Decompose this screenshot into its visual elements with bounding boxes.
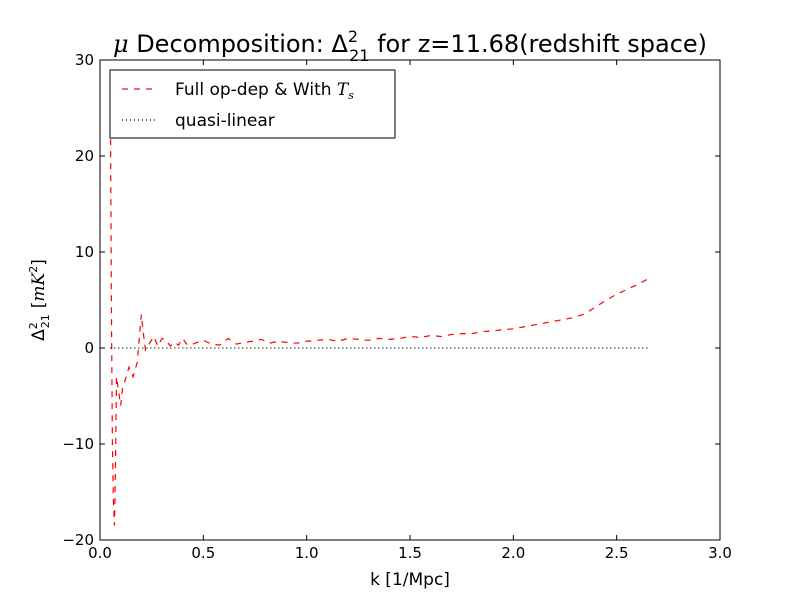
legend: Full op-dep & With Ts quasi-linear <box>109 69 396 139</box>
x-tick-label: 0.0 <box>88 544 112 562</box>
y-tick-label: 0 <box>84 339 94 357</box>
series-line-full-op-dep <box>109 79 651 526</box>
legend-full-math: T <box>337 80 350 100</box>
x-tick-label: 1.5 <box>398 544 422 562</box>
title-sup: 2 <box>348 27 358 46</box>
y-axis-label: Δ221[mK2] <box>27 259 52 341</box>
ylabel-close: ] <box>29 259 49 266</box>
x-axis-label: k [1/Mpc] <box>370 570 450 590</box>
legend-label-full: Full op-dep & With Ts <box>175 80 354 102</box>
legend-full-math-sub: s <box>348 89 354 102</box>
title-main: Decomposition: <box>129 30 332 58</box>
ylabel-unit-sup: 2 <box>27 266 40 273</box>
x-tick-label: 0.5 <box>191 544 215 562</box>
ylabel-delta: Δ <box>29 329 49 341</box>
x-tick-label: 2.0 <box>501 544 525 562</box>
ylabel-open: [ <box>29 302 49 309</box>
x-tick-label: 2.5 <box>605 544 629 562</box>
y-tick-label: 10 <box>75 243 94 261</box>
series-layer <box>109 79 651 526</box>
plot-frame <box>99 59 721 541</box>
chart-title: μ Decomposition: Δ2 21 for z=11.68(redshi… <box>113 27 707 65</box>
y-tick-label: 30 <box>75 51 94 69</box>
legend-label-quasi: quasi-linear <box>175 111 275 131</box>
ylabel-unit: mK <box>29 271 49 301</box>
legend-full-main: Full op-dep & With <box>175 80 337 100</box>
ylabel-sub: 21 <box>39 314 52 328</box>
title-delta: Δ <box>331 30 348 58</box>
y-tick-label: −20 <box>62 531 94 549</box>
title-prefix: μ <box>113 30 129 58</box>
x-tick-label: 3.0 <box>708 544 732 562</box>
y-tick-label: −10 <box>62 435 94 453</box>
x-tick-label: 1.0 <box>295 544 319 562</box>
ticks-layer: 0.0 0.5 1.0 1.5 2.0 2.5 3.0 −20 −10 0 10 20 30 <box>62 51 732 562</box>
ylabel-sup: 2 <box>27 322 40 329</box>
title-sub: 21 <box>349 46 369 65</box>
svg-text:Δ221[mK2]: Δ221[mK2] <box>27 259 52 341</box>
y-tick-label: 20 <box>75 147 94 165</box>
legend-box <box>109 69 396 139</box>
title-suffix: for z=11.68(redshift space) <box>369 30 707 58</box>
